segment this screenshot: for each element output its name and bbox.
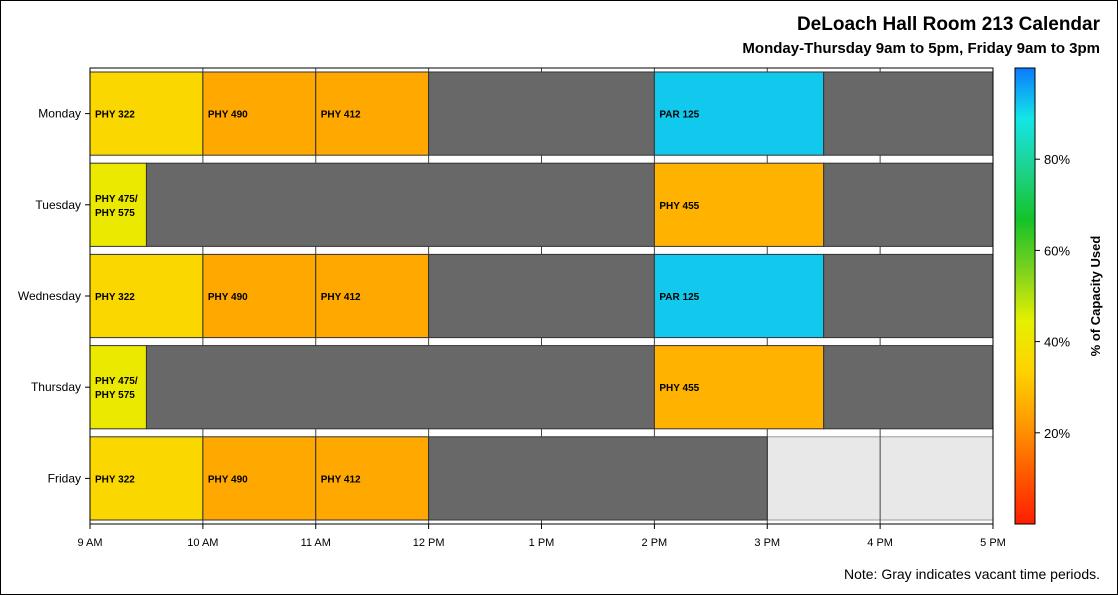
vacant-bar — [428, 253, 655, 339]
booking-label: PHY 412 — [321, 110, 361, 121]
colorbar-label: % of Capacity Used — [1088, 236, 1103, 357]
booking-label: PHY 475/ — [95, 376, 138, 387]
booking-label: PHY 475/ — [95, 194, 138, 205]
x-tick-label: 9 AM — [77, 537, 102, 549]
colorbar-tick-label: 40% — [1044, 335, 1070, 350]
booking-label: PHY 575 — [95, 390, 135, 401]
vacant-bar — [823, 253, 994, 339]
booking-label: PAR 125 — [659, 110, 699, 121]
booking-bar — [653, 162, 825, 247]
booking-label: PHY 322 — [95, 474, 135, 485]
footnote: Note: Gray indicates vacant time periods… — [843, 566, 1100, 582]
x-tick-label: 11 AM — [301, 537, 331, 549]
x-tick-label: 3 PM — [754, 537, 780, 549]
booking-bar — [653, 71, 825, 156]
booking-label: PHY 490 — [208, 474, 248, 485]
booking-bar — [653, 345, 825, 430]
chart-subtitle: Monday-Thursday 9am to 5pm, Friday 9am t… — [742, 40, 1100, 57]
booking-bar — [653, 253, 825, 339]
x-tick-label: 12 PM — [413, 537, 445, 549]
vacant-bar — [145, 162, 655, 247]
colorbar-tick-label: 20% — [1044, 426, 1070, 441]
x-tick-label: 1 PM — [529, 537, 555, 549]
vacant-bar — [823, 345, 994, 430]
plot-area: PHY 322 PHY 490 PHY 412 PAR 125 PHY 475/PHY … — [18, 67, 1006, 549]
booking-bar — [89, 71, 204, 156]
vacant-bar — [428, 71, 655, 156]
booking-bar — [315, 436, 430, 521]
booking-bar — [89, 162, 147, 247]
booking-label: PHY 412 — [321, 474, 361, 485]
booking-label: PHY 455 — [659, 201, 699, 212]
colorbar: 20% 40% 60% 80% % of Capacity Used — [1014, 67, 1103, 525]
x-tick-label: 4 PM — [867, 537, 893, 549]
booking-label: PHY 575 — [95, 208, 135, 219]
vacant-bar — [823, 162, 994, 247]
y-tick-label: Friday — [48, 471, 81, 485]
vacant-bar — [428, 436, 768, 521]
chart-title: DeLoach Hall Room 213 Calendar — [796, 14, 1100, 35]
y-tick-label: Tuesday — [35, 198, 81, 212]
booking-label: PHY 490 — [208, 292, 248, 303]
booking-bar — [315, 253, 430, 339]
booking-label: PHY 322 — [95, 292, 135, 303]
booking-bar — [89, 436, 204, 521]
colorbar-tick-label: 60% — [1044, 243, 1070, 258]
colorbar-tick-label: 80% — [1044, 152, 1070, 167]
vacant-bar — [823, 71, 994, 156]
y-tick-label: Thursday — [31, 380, 81, 394]
x-tick-label: 5 PM — [980, 537, 1006, 549]
booking-label: PAR 125 — [659, 292, 699, 303]
booking-bar — [315, 71, 430, 156]
booking-bar — [202, 71, 317, 156]
y-tick-label: Wednesday — [18, 289, 81, 303]
colorbar-gradient — [1014, 67, 1036, 525]
booking-label: PHY 412 — [321, 292, 361, 303]
vacant-bar — [145, 345, 655, 430]
x-tick-label: 2 PM — [642, 537, 668, 549]
booking-label: PHY 490 — [208, 110, 248, 121]
y-tick-label: Monday — [38, 107, 81, 121]
booking-label: PHY 322 — [95, 110, 135, 121]
booking-label: PHY 455 — [659, 383, 699, 394]
x-tick-label: 10 AM — [187, 537, 218, 549]
